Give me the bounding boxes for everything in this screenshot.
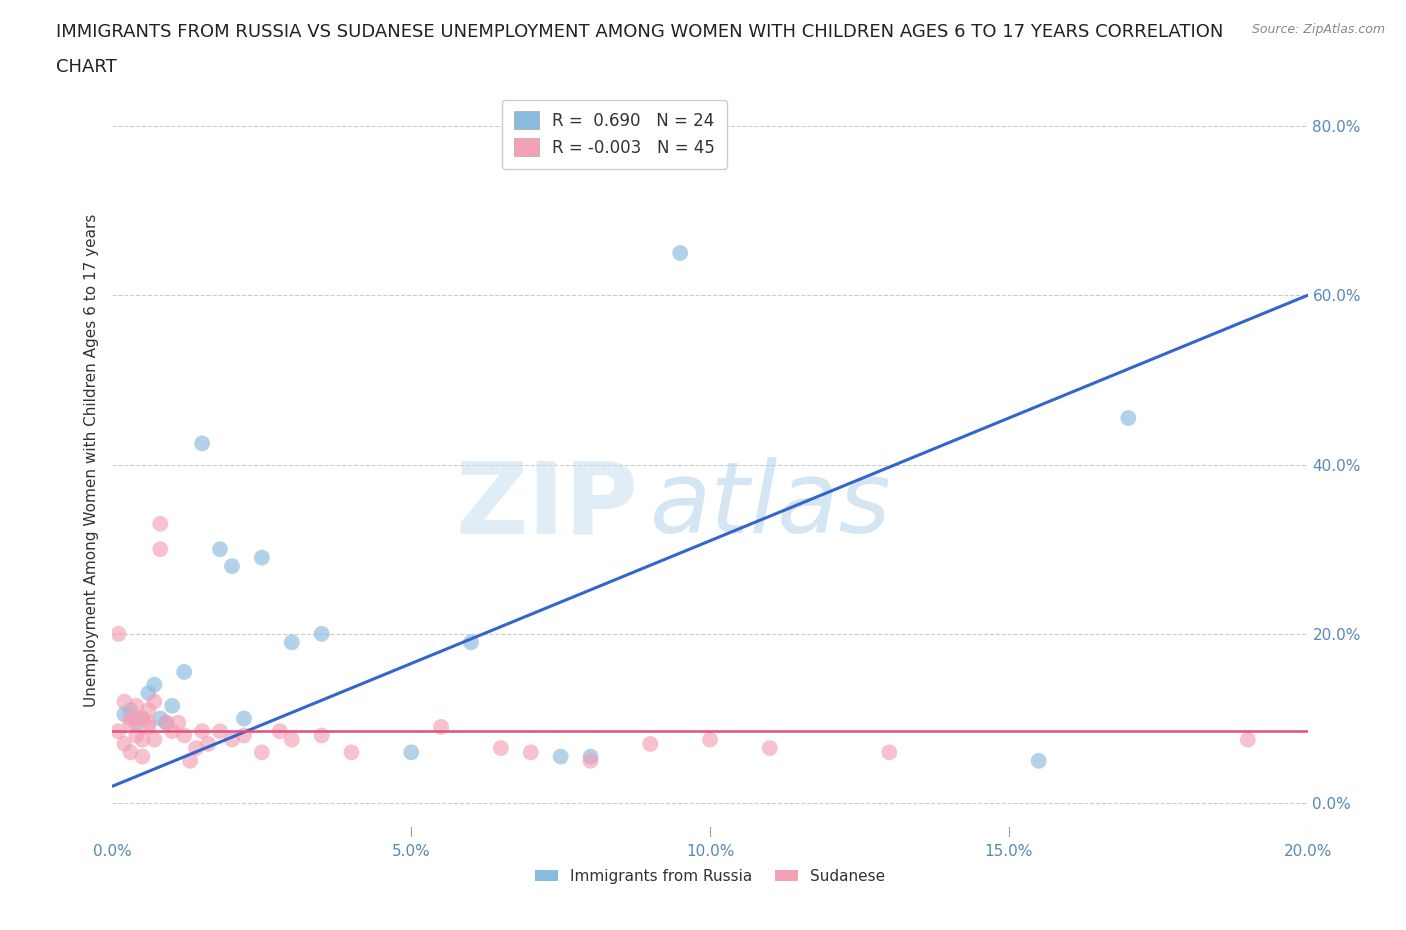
Point — [125, 728, 148, 743]
Point — [209, 542, 232, 557]
Point — [120, 711, 142, 726]
Point — [125, 711, 148, 726]
Legend: Immigrants from Russia, Sudanese: Immigrants from Russia, Sudanese — [529, 862, 891, 890]
Point — [131, 711, 153, 726]
Text: atlas: atlas — [651, 457, 891, 554]
Point — [191, 436, 214, 451]
Point — [579, 750, 602, 764]
Point — [640, 737, 662, 751]
Point — [173, 728, 195, 743]
Point — [120, 715, 142, 730]
Point — [221, 732, 243, 747]
Point — [209, 724, 232, 738]
Point — [155, 715, 177, 730]
Point — [149, 542, 172, 557]
Text: ZIP: ZIP — [456, 457, 638, 554]
Point — [138, 715, 160, 730]
Point — [162, 724, 183, 738]
Point — [250, 551, 273, 565]
Text: Source: ZipAtlas.com: Source: ZipAtlas.com — [1251, 23, 1385, 36]
Point — [120, 702, 142, 717]
Y-axis label: Unemployment Among Women with Children Ages 6 to 17 years: Unemployment Among Women with Children A… — [83, 214, 98, 707]
Point — [281, 635, 304, 650]
Point — [430, 720, 453, 735]
Point — [1237, 732, 1260, 747]
Point — [520, 745, 543, 760]
Point — [114, 707, 135, 722]
Point — [162, 698, 183, 713]
Point — [1028, 753, 1050, 768]
Point — [125, 698, 148, 713]
Point — [167, 715, 190, 730]
Point — [114, 737, 135, 751]
Point — [120, 745, 142, 760]
Point — [125, 715, 148, 730]
Text: IMMIGRANTS FROM RUSSIA VS SUDANESE UNEMPLOYMENT AMONG WOMEN WITH CHILDREN AGES 6: IMMIGRANTS FROM RUSSIA VS SUDANESE UNEMP… — [56, 23, 1223, 41]
Text: CHART: CHART — [56, 58, 117, 75]
Point — [460, 635, 482, 650]
Point — [221, 559, 243, 574]
Point — [114, 694, 135, 709]
Point — [149, 711, 172, 726]
Point — [191, 724, 214, 738]
Point — [759, 740, 782, 755]
Point — [131, 732, 153, 747]
Point — [173, 665, 195, 680]
Point — [143, 694, 166, 709]
Point — [281, 732, 304, 747]
Point — [155, 715, 177, 730]
Point — [143, 732, 166, 747]
Point — [669, 246, 692, 260]
Point — [550, 750, 572, 764]
Point — [179, 753, 201, 768]
Point — [149, 516, 172, 531]
Point — [143, 677, 166, 692]
Point — [197, 737, 219, 751]
Point — [186, 740, 208, 755]
Point — [107, 724, 129, 738]
Point — [269, 724, 291, 738]
Point — [131, 750, 153, 764]
Point — [579, 753, 602, 768]
Point — [489, 740, 512, 755]
Point — [699, 732, 721, 747]
Point — [138, 685, 160, 700]
Point — [879, 745, 901, 760]
Point — [1118, 410, 1140, 425]
Point — [131, 711, 153, 726]
Point — [233, 728, 256, 743]
Point — [311, 728, 333, 743]
Point — [340, 745, 363, 760]
Point — [107, 627, 129, 642]
Point — [250, 745, 273, 760]
Point — [138, 702, 160, 717]
Point — [138, 720, 160, 735]
Point — [233, 711, 256, 726]
Point — [311, 627, 333, 642]
Point — [401, 745, 423, 760]
